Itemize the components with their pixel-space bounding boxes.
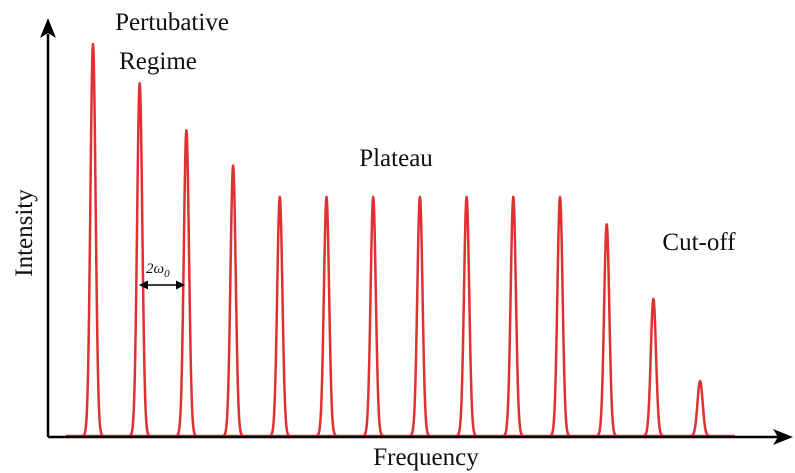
spacing-arrow-left-icon (139, 280, 148, 290)
annotation-cutoff: Cut-off (662, 229, 736, 256)
harmonic-peak-7 (361, 195, 385, 438)
harmonic-peak-5 (268, 195, 292, 438)
harmonic-peak-3 (175, 128, 198, 438)
harmonic-peak-10 (502, 195, 525, 438)
harmonic-peak-9 (455, 195, 478, 438)
harmonic-peak-4 (221, 164, 245, 438)
x-axis-label: Frequency (373, 444, 479, 471)
harmonic-peak-8 (408, 195, 432, 438)
spacing-marker: 2ω0 (139, 261, 185, 290)
spacing-label: 2ω0 (146, 261, 170, 280)
y-axis-label: Intensity (11, 189, 38, 277)
annotation-plateau: Plateau (359, 145, 433, 172)
spacing-arrow-right-icon (176, 280, 185, 290)
harmonic-peak-13 (642, 297, 665, 438)
harmonic-peak-1 (81, 42, 105, 438)
x-axis-arrow-icon (773, 429, 793, 445)
harmonic-peak-11 (548, 195, 572, 438)
annotation-perturbative-line1: Pertubative (115, 9, 229, 36)
harmonic-peak-6 (315, 195, 338, 438)
peaks-group (66, 42, 735, 438)
harmonic-peak-12 (595, 223, 618, 438)
harmonic-peak-2 (128, 81, 151, 438)
harmonic-peak-14 (688, 379, 712, 438)
y-axis-arrow-icon (40, 18, 56, 38)
annotation-perturbative-line2: Regime (119, 48, 197, 75)
